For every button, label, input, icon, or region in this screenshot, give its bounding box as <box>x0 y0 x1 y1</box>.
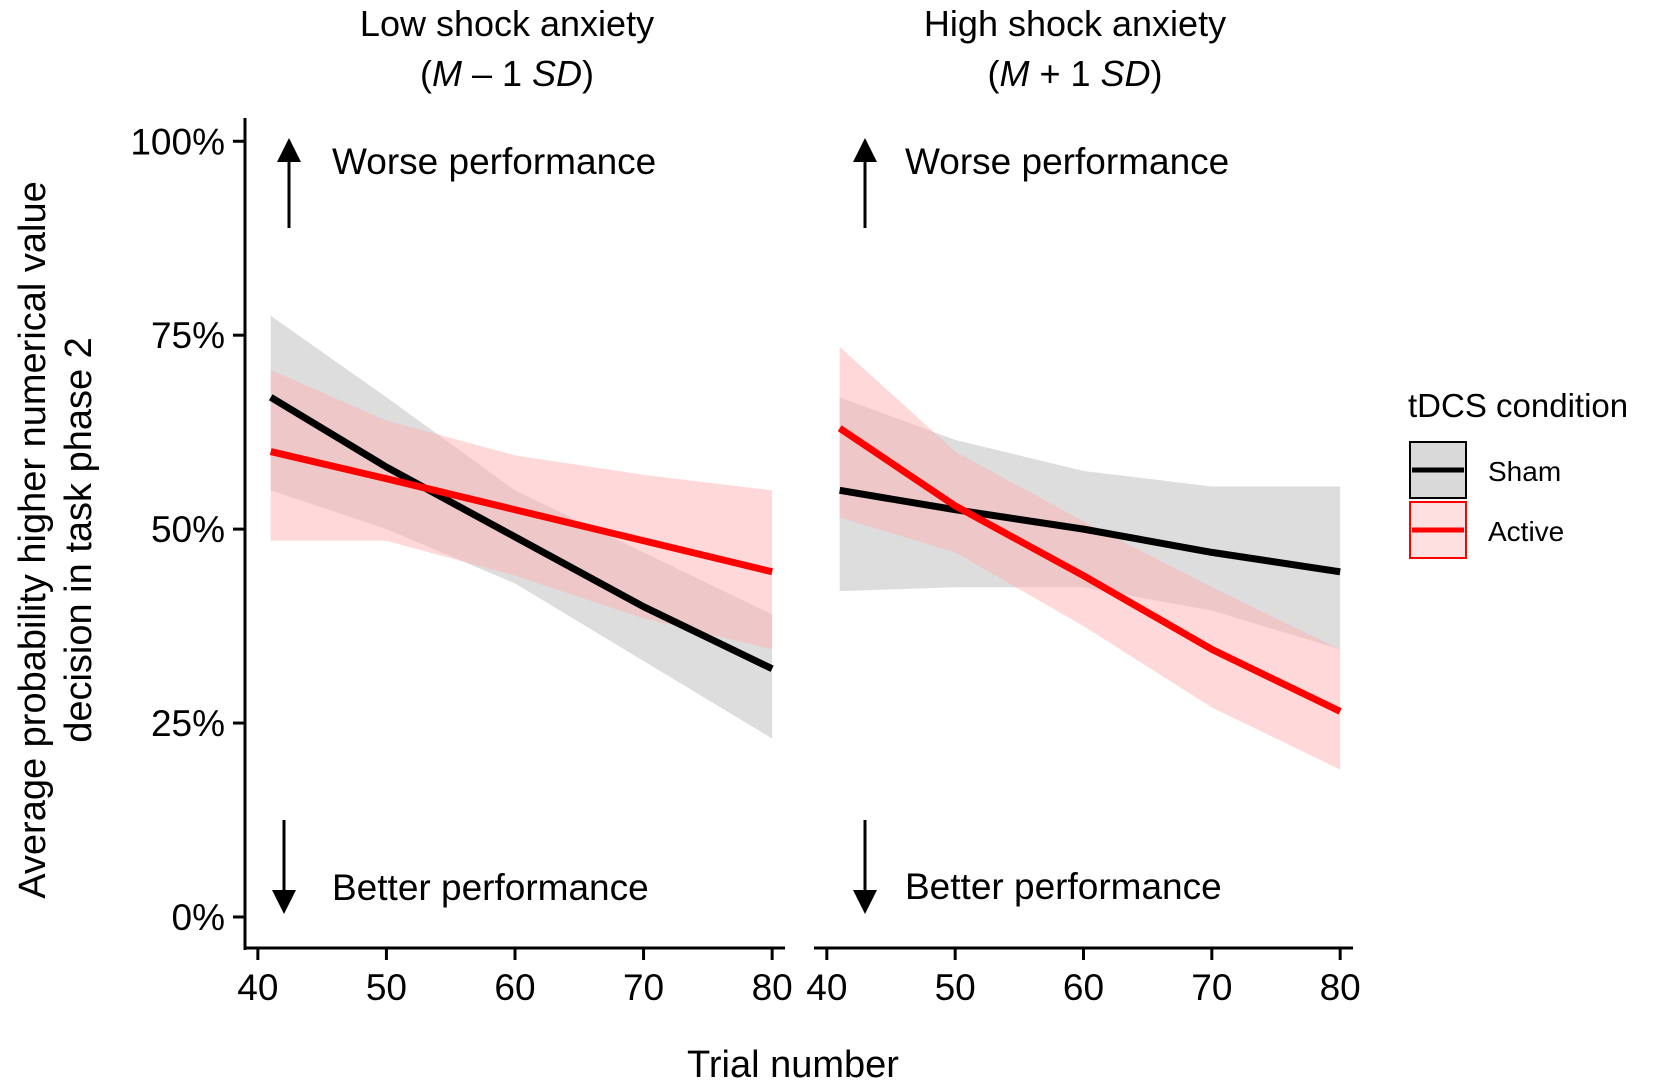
x-ticks-high: 40 50 60 70 80 <box>806 948 1361 1008</box>
panel-high-anxiety: High shock anxiety (M + 1 SD) 40 50 60 70 80… <box>806 3 1360 1008</box>
y-tick-label: 100% <box>130 121 225 162</box>
line-sham <box>839 486 1341 576</box>
panel-title-high: High shock anxiety <box>924 3 1226 44</box>
worse-performance-label: Worse performance <box>332 141 656 182</box>
legend-title: tDCS condition <box>1408 387 1628 424</box>
y-tick-label: 50% <box>151 509 225 550</box>
y-axis-title: Average probability higher numerical val… <box>12 181 100 899</box>
y-tick-label: 25% <box>151 703 225 744</box>
x-tick-label: 70 <box>1191 967 1232 1008</box>
legend-label-active: Active <box>1488 516 1564 547</box>
legend: tDCS condition Sham Active <box>1408 387 1628 559</box>
x-tick-label: 60 <box>494 967 535 1008</box>
better-performance-label: Better performance <box>332 867 649 908</box>
x-tick-label: 50 <box>935 967 976 1008</box>
better-performance-label: Better performance <box>905 866 1222 907</box>
y-tick-labels: 0% 25% 50% 75% 100% <box>130 121 245 938</box>
series-lines-low <box>268 394 774 672</box>
confidence-bands-low <box>270 315 773 739</box>
x-tick-label: 70 <box>623 967 664 1008</box>
line-sham <box>268 394 774 672</box>
panel-subtitle-low: (M – 1 SD) <box>420 53 594 94</box>
x-tick-label: 60 <box>1063 967 1104 1008</box>
x-tick-label: 80 <box>1320 967 1361 1008</box>
band-active <box>839 346 1341 770</box>
confidence-bands-high <box>839 346 1341 770</box>
legend-item-active: Active <box>1409 501 1564 559</box>
line-active <box>269 448 773 576</box>
panel-title-low: Low shock anxiety <box>360 3 654 44</box>
x-tick-label: 50 <box>366 967 407 1008</box>
y-axis-title-line-2: decision in task phase 2 <box>58 337 100 743</box>
panel-low-anxiety: Low shock anxiety (M – 1 SD) 40 50 60 70 80 … <box>237 3 792 1008</box>
x-tick-label: 80 <box>752 967 793 1008</box>
worse-performance-label: Worse performance <box>905 141 1229 182</box>
x-tick-label: 40 <box>806 967 847 1008</box>
series-lines-high <box>837 425 1342 715</box>
y-tick-label: 0% <box>172 897 225 938</box>
legend-item-sham: Sham <box>1409 441 1561 499</box>
x-ticks-low: 40 50 60 70 80 <box>237 948 793 1008</box>
y-axis-title-line-1: Average probability higher numerical val… <box>12 181 54 899</box>
panel-subtitle-high: (M + 1 SD) <box>987 53 1162 94</box>
legend-label-sham: Sham <box>1488 456 1561 487</box>
y-tick-label: 75% <box>151 315 225 356</box>
line-active <box>837 425 1342 715</box>
x-axis-title: Trial number <box>687 1044 899 1084</box>
x-tick-label: 40 <box>237 967 278 1008</box>
